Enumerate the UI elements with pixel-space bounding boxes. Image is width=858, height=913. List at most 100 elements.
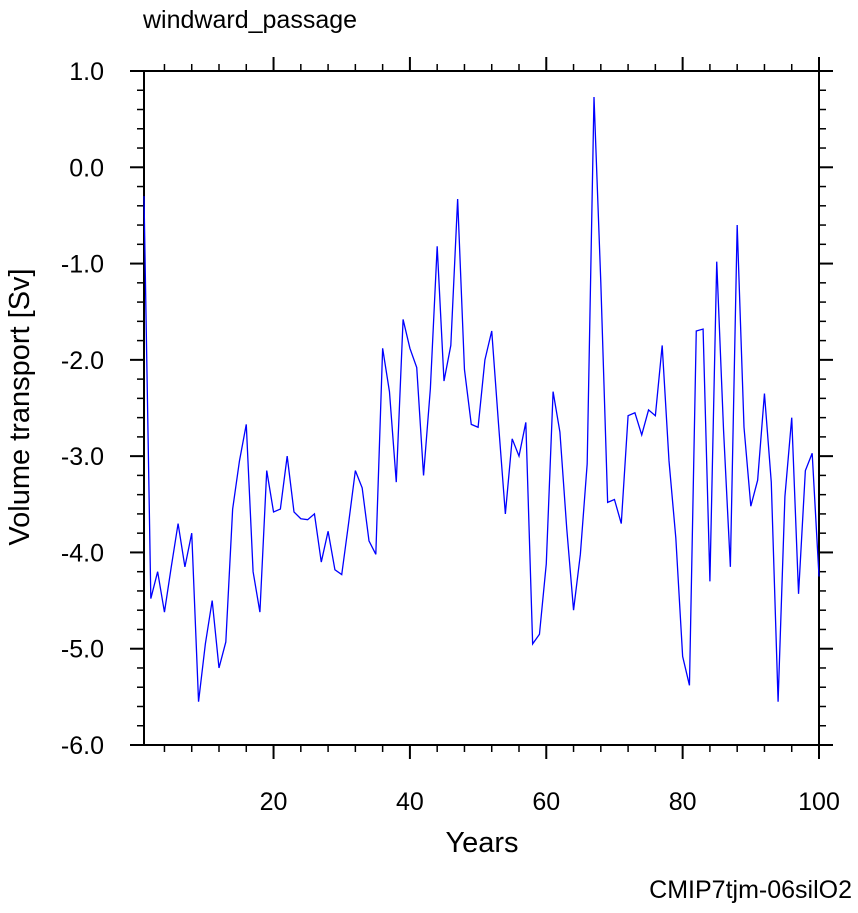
chart-title: windward_passage: [142, 6, 357, 34]
data-point: [457, 198, 458, 199]
plot-border: [143, 70, 820, 746]
data-point: [164, 612, 165, 613]
data-point: [259, 612, 260, 613]
experiment-id-label: CMIP7tjm-06silO2: [649, 876, 852, 904]
data-point: [423, 475, 424, 476]
data-point: [484, 359, 485, 360]
data-point: [300, 518, 301, 519]
data-point: [580, 554, 581, 555]
data-point: [430, 388, 431, 389]
data-point: [512, 438, 513, 439]
data-point: [559, 431, 560, 432]
data-point: [655, 415, 656, 416]
data-point: [771, 482, 772, 483]
data-point: [818, 576, 819, 577]
data-point: [634, 412, 635, 413]
data-point: [600, 282, 601, 283]
data-point: [232, 509, 233, 510]
data-point: [225, 641, 226, 642]
data-point: [150, 598, 151, 599]
data-point: [239, 460, 240, 461]
data-point: [709, 581, 710, 582]
data-point: [552, 391, 553, 392]
y-tick-label: 1.0: [69, 58, 104, 86]
data-point: [641, 434, 642, 435]
x-tick-label: 60: [532, 788, 560, 816]
data-point: [525, 422, 526, 423]
data-point: [143, 196, 144, 197]
x-tick-label: 100: [798, 788, 840, 816]
data-point: [566, 528, 567, 529]
data-point: [355, 470, 356, 471]
data-point: [518, 456, 519, 457]
data-point: [396, 482, 397, 483]
data-point: [416, 367, 417, 368]
data-point: [382, 348, 383, 349]
data-point: [805, 470, 806, 471]
data-point: [375, 554, 376, 555]
data-point: [812, 453, 813, 454]
data-point: [464, 369, 465, 370]
data-point: [218, 667, 219, 668]
data-point: [662, 345, 663, 346]
data-point: [205, 643, 206, 644]
data-point: [362, 487, 363, 488]
y-tick-label: -3.0: [61, 443, 104, 471]
data-point: [157, 571, 158, 572]
plot-frame: [143, 70, 820, 746]
data-point: [573, 610, 574, 611]
data-point: [402, 319, 403, 320]
data-point: [675, 537, 676, 538]
data-point: [266, 470, 267, 471]
data-point: [437, 246, 438, 247]
data-point: [184, 566, 185, 567]
x-axis: 20 40 60 80 100: [163, 57, 840, 816]
data-point: [177, 523, 178, 524]
data-point: [334, 569, 335, 570]
data-point: [532, 643, 533, 644]
data-point: [450, 345, 451, 346]
data-point: [246, 424, 247, 425]
data-point: [307, 519, 308, 520]
data-point: [627, 415, 628, 416]
data-point: [702, 328, 703, 329]
y-axis-label: Volume transport [Sv]: [4, 268, 36, 545]
data-point: [682, 656, 683, 657]
data-point: [252, 571, 253, 572]
x-axis-label: Years: [445, 827, 518, 859]
data-point: [287, 456, 288, 457]
data-point: [614, 499, 615, 500]
data-point: [368, 540, 369, 541]
data-point: [348, 523, 349, 524]
data-point: [689, 685, 690, 686]
x-tick-label: 20: [260, 788, 288, 816]
series-layer: [143, 96, 820, 702]
x-tick-label: 80: [669, 788, 697, 816]
x-tick-label: 40: [396, 788, 424, 816]
data-point: [668, 460, 669, 461]
data-point: [539, 634, 540, 635]
data-point: [716, 261, 717, 262]
data-point: [409, 348, 410, 349]
data-point: [443, 380, 444, 381]
data-point: [341, 574, 342, 575]
data-point: [171, 566, 172, 567]
data-point: [273, 511, 274, 512]
data-point: [743, 427, 744, 428]
data-point: [505, 513, 506, 514]
y-axis: 1.0 0.0 -1.0 -2.0 -3.0 -4.0 -5.0 -6.0: [61, 58, 833, 760]
data-point: [498, 424, 499, 425]
data-point: [648, 409, 649, 410]
data-point: [730, 566, 731, 567]
data-point: [593, 96, 594, 97]
y-tick-label: -6.0: [61, 732, 104, 760]
data-point: [491, 330, 492, 331]
data-point: [546, 563, 547, 564]
data-point: [696, 330, 697, 331]
data-point: [471, 424, 472, 425]
data-point: [212, 600, 213, 601]
series-line: [143, 96, 820, 702]
data-point: [314, 513, 315, 514]
data-point: [764, 393, 765, 394]
